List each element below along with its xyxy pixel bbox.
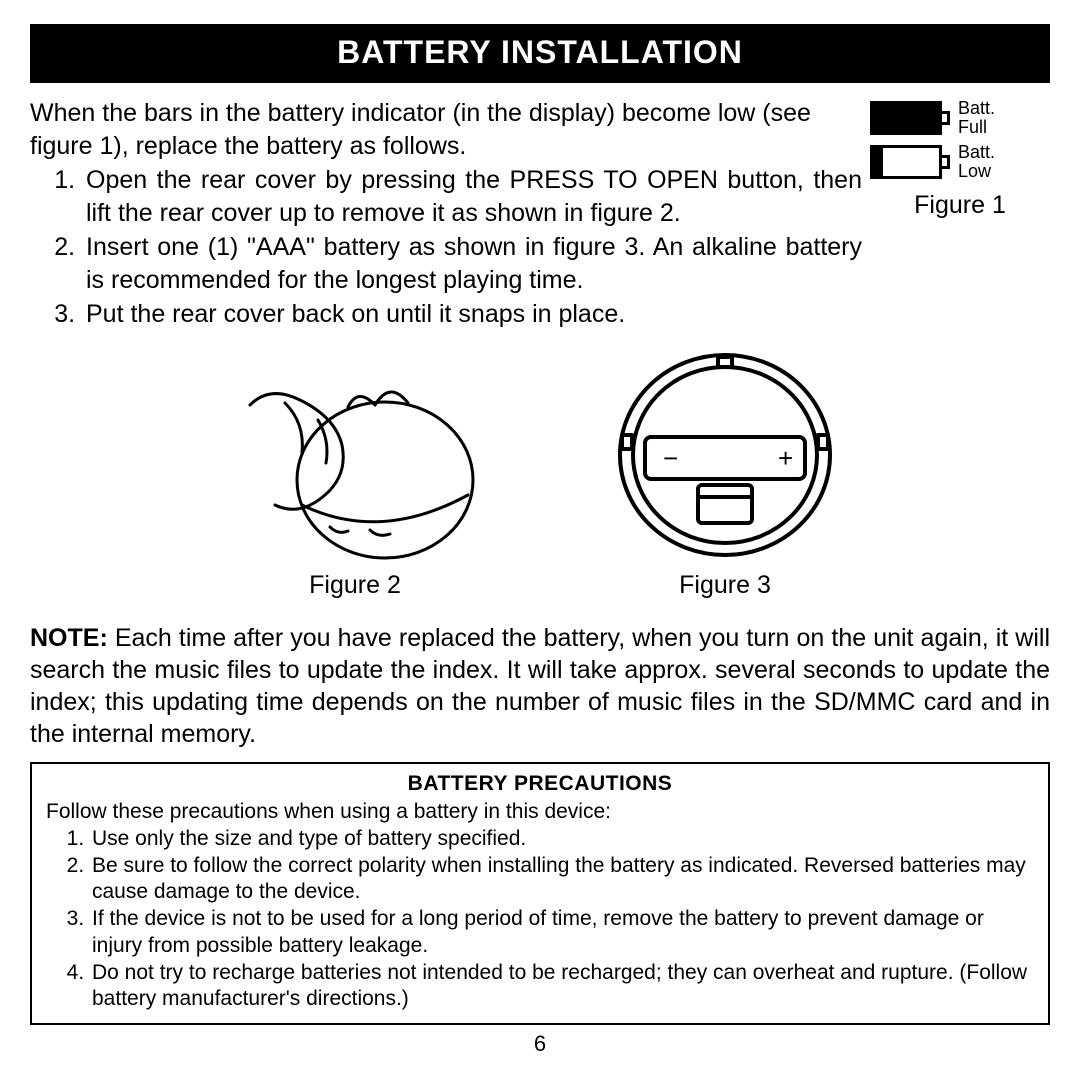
precautions-intro: Follow these precautions when using a ba… xyxy=(46,800,1034,824)
page-number: 6 xyxy=(30,1031,1050,1057)
intro-column: When the bars in the battery indicator (… xyxy=(30,97,870,333)
install-steps: Open the rear cover by pressing the PRES… xyxy=(30,164,862,331)
figure-2-drawing xyxy=(230,345,480,565)
battery-full-icon xyxy=(870,101,950,135)
battery-full-row: Batt. Full xyxy=(870,99,1050,137)
battery-low-label-line2: Low xyxy=(958,161,991,181)
battery-full-label-line1: Batt. xyxy=(958,98,995,118)
precaution-3: If the device is not to be used for a lo… xyxy=(90,906,1034,959)
precautions-list: Use only the size and type of battery sp… xyxy=(46,826,1034,1013)
battery-minus: − xyxy=(663,443,678,473)
battery-low-label-line1: Batt. xyxy=(958,142,995,162)
note-paragraph: NOTE: Each time after you have replaced … xyxy=(30,622,1050,750)
intro-paragraph: When the bars in the battery indicator (… xyxy=(30,97,862,162)
figure-3: − + Figure 3 xyxy=(600,345,850,600)
figure-1-caption: Figure 1 xyxy=(870,191,1050,220)
battery-full-label-line2: Full xyxy=(958,117,987,137)
precaution-2: Be sure to follow the correct polarity w… xyxy=(90,853,1034,906)
figure-2-caption: Figure 2 xyxy=(230,571,480,600)
manual-page: BATTERY INSTALLATION When the bars in th… xyxy=(0,0,1080,1080)
figure-2: Figure 2 xyxy=(230,345,480,600)
figures-row: Figure 2 − + xyxy=(30,345,1050,600)
battery-low-label: Batt. Low xyxy=(958,143,995,181)
note-body: Each time after you have replaced the ba… xyxy=(30,624,1050,748)
step-2: Insert one (1) "AAA" battery as shown in… xyxy=(82,231,862,296)
step-3: Put the rear cover back on until it snap… xyxy=(82,298,862,331)
precaution-4: Do not try to recharge batteries not int… xyxy=(90,960,1034,1013)
battery-low-row: Batt. Low xyxy=(870,143,1050,181)
figure-3-caption: Figure 3 xyxy=(600,571,850,600)
battery-low-icon xyxy=(870,145,950,179)
figure-1: Batt. Full Batt. Low Figure 1 xyxy=(870,97,1050,220)
battery-full-label: Batt. Full xyxy=(958,99,995,137)
figure-3-drawing: − + xyxy=(600,345,850,565)
note-label: NOTE: xyxy=(30,624,108,652)
page-title: BATTERY INSTALLATION xyxy=(30,24,1050,83)
precautions-box: BATTERY PRECAUTIONS Follow these precaut… xyxy=(30,762,1050,1026)
precaution-1: Use only the size and type of battery sp… xyxy=(90,826,1034,852)
step-1: Open the rear cover by pressing the PRES… xyxy=(82,164,862,229)
precautions-title: BATTERY PRECAUTIONS xyxy=(46,772,1034,796)
battery-plus: + xyxy=(778,443,793,473)
intro-row: When the bars in the battery indicator (… xyxy=(30,97,1050,333)
